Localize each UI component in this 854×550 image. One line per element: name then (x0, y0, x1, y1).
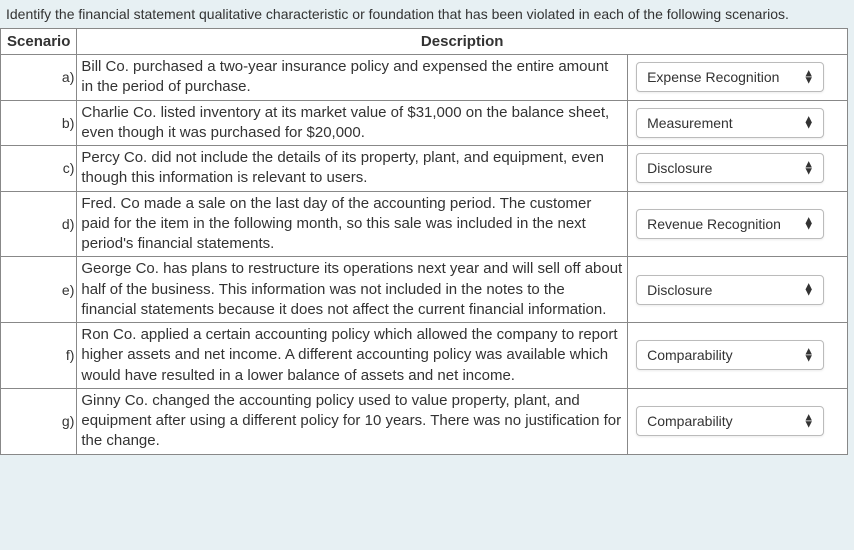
scenario-letter: a) (1, 55, 77, 101)
answer-select[interactable]: Disclosure (636, 153, 824, 183)
scenario-description: Percy Co. did not include the details of… (77, 146, 628, 192)
scenario-description: Bill Co. purchased a two-year insurance … (77, 55, 628, 101)
table-row: b)Charlie Co. listed inventory at its ma… (1, 100, 848, 146)
scenario-description: Ginny Co. changed the accounting policy … (77, 388, 628, 454)
dropdown-cell: Disclosure▲▼ (628, 257, 848, 323)
header-description: Description (77, 29, 848, 55)
scenario-letter: e) (1, 257, 77, 323)
scenario-description: Charlie Co. listed inventory at its mark… (77, 100, 628, 146)
scenario-description: Fred. Co made a sale on the last day of … (77, 191, 628, 257)
scenario-description: Ron Co. applied a certain accounting pol… (77, 323, 628, 389)
select-wrap: Disclosure▲▼ (636, 275, 824, 305)
table-row: f)Ron Co. applied a certain accounting p… (1, 323, 848, 389)
table-row: a)Bill Co. purchased a two-year insuranc… (1, 55, 848, 101)
scenario-letter: c) (1, 146, 77, 192)
answer-select[interactable]: Expense Recognition (636, 62, 824, 92)
select-wrap: Expense Recognition▲▼ (636, 62, 824, 92)
scenario-letter: f) (1, 323, 77, 389)
dropdown-cell: Expense Recognition▲▼ (628, 55, 848, 101)
table-row: d)Fred. Co made a sale on the last day o… (1, 191, 848, 257)
answer-select[interactable]: Measurement (636, 108, 824, 138)
answer-select[interactable]: Disclosure (636, 275, 824, 305)
scenario-table: Scenario Description a)Bill Co. purchase… (0, 28, 848, 455)
table-row: g)Ginny Co. changed the accounting polic… (1, 388, 848, 454)
select-wrap: Comparability▲▼ (636, 406, 824, 436)
select-wrap: Revenue Recognition▲▼ (636, 209, 824, 239)
scenario-letter: b) (1, 100, 77, 146)
scenario-letter: d) (1, 191, 77, 257)
dropdown-cell: Comparability▲▼ (628, 388, 848, 454)
scenario-letter: g) (1, 388, 77, 454)
dropdown-cell: Disclosure▲▼ (628, 146, 848, 192)
dropdown-cell: Comparability▲▼ (628, 323, 848, 389)
header-scenario: Scenario (1, 29, 77, 55)
dropdown-cell: Revenue Recognition▲▼ (628, 191, 848, 257)
instruction-text: Identify the financial statement qualita… (0, 4, 854, 28)
select-wrap: Disclosure▲▼ (636, 153, 824, 183)
table-row: c)Percy Co. did not include the details … (1, 146, 848, 192)
dropdown-cell: Measurement▲▼ (628, 100, 848, 146)
select-wrap: Measurement▲▼ (636, 108, 824, 138)
answer-select[interactable]: Comparability (636, 406, 824, 436)
table-row: e)George Co. has plans to restructure it… (1, 257, 848, 323)
select-wrap: Comparability▲▼ (636, 340, 824, 370)
answer-select[interactable]: Comparability (636, 340, 824, 370)
scenario-description: George Co. has plans to restructure its … (77, 257, 628, 323)
answer-select[interactable]: Revenue Recognition (636, 209, 824, 239)
